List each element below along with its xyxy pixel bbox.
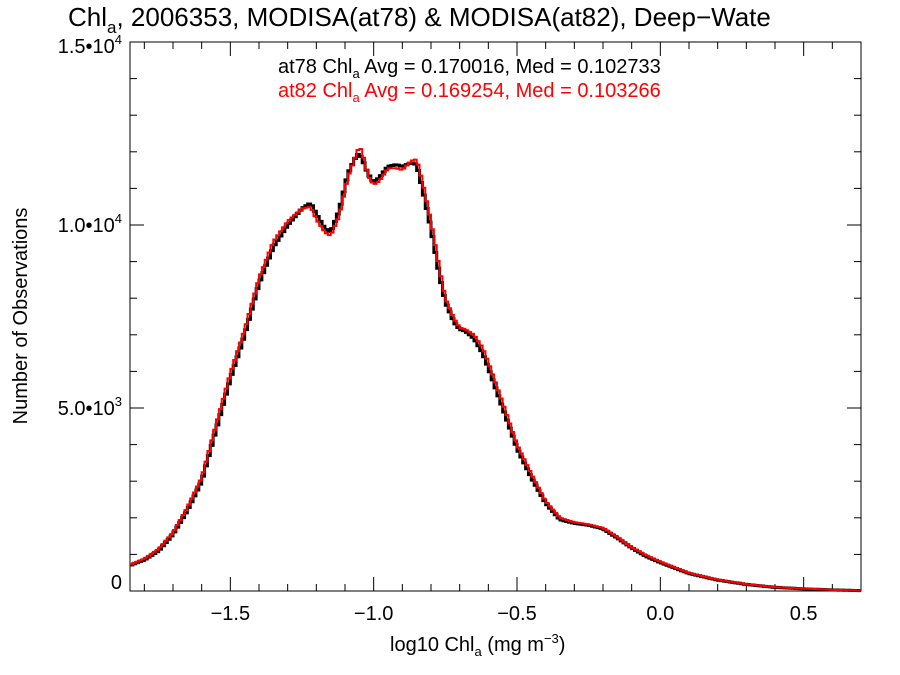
y-tick-label: 0 bbox=[111, 572, 122, 594]
x-tick-label: −1.5 bbox=[211, 603, 250, 625]
x-axis-label-prefix: log10 Chl bbox=[390, 634, 475, 656]
x-axis-label-superscript: −3 bbox=[544, 631, 559, 646]
stats-at78-prefix: at78 Chl bbox=[278, 56, 353, 78]
x-axis-label-units: (mg m bbox=[482, 634, 544, 656]
y-tick-label-exponent: 3 bbox=[115, 394, 122, 409]
x-tick-label: 0.5 bbox=[790, 603, 818, 625]
chart-title-prefix: Chl bbox=[68, 2, 107, 32]
y-tick-label-mantissa: 5.0•10 bbox=[58, 398, 115, 420]
y-tick-label-mantissa: 0 bbox=[111, 572, 122, 594]
series-line-at78 bbox=[130, 153, 861, 593]
y-tick-label: 5.0•103 bbox=[58, 394, 122, 420]
x-tick-label: 0.0 bbox=[646, 603, 674, 625]
stats-at82: at82 Chla Avg = 0.169254, Med = 0.103266 bbox=[278, 80, 661, 105]
stats-at82-prefix: at82 Chl bbox=[278, 80, 353, 102]
y-tick-label-exponent: 4 bbox=[115, 211, 122, 226]
x-axis-label-subscript: a bbox=[475, 644, 483, 659]
x-tick-label: −1.0 bbox=[354, 603, 393, 625]
x-axis-label: log10 Chla (mg m−3) bbox=[390, 631, 565, 659]
chart-title-rest: , 2006353, MODISA(at78) & MODISA(at82), … bbox=[116, 2, 770, 32]
y-tick-label-mantissa: 1.0•10 bbox=[58, 215, 115, 237]
stats-at78: at78 Chla Avg = 0.170016, Med = 0.102733 bbox=[278, 56, 661, 81]
x-tick-label: −0.5 bbox=[497, 603, 536, 625]
series-layer bbox=[130, 148, 861, 593]
stats-at78-subscript: a bbox=[353, 66, 361, 81]
plot-frame bbox=[129, 41, 862, 592]
stats-at78-rest: Avg = 0.170016, Med = 0.102733 bbox=[360, 56, 661, 78]
series-line-at82 bbox=[130, 148, 861, 592]
x-axis-ticks: −1.5 −1.0 −0.5 0.0 0.5 bbox=[143, 42, 862, 625]
y-tick-label: 1.5•104 bbox=[58, 32, 122, 58]
chart-title-subscript: a bbox=[107, 18, 117, 37]
y-tick-label: 1.0•104 bbox=[58, 211, 122, 237]
y-tick-label-mantissa: 1.5•10 bbox=[58, 36, 115, 58]
x-axis-label-end: ) bbox=[559, 634, 566, 656]
chart-title: Chla, 2006353, MODISA(at78) & MODISA(at8… bbox=[68, 2, 771, 37]
y-axis-label: Number of Observations bbox=[10, 208, 32, 425]
stats-at82-rest: Avg = 0.169254, Med = 0.103266 bbox=[360, 80, 661, 102]
stats-at82-subscript: a bbox=[353, 90, 361, 105]
y-tick-label-exponent: 4 bbox=[115, 32, 122, 47]
